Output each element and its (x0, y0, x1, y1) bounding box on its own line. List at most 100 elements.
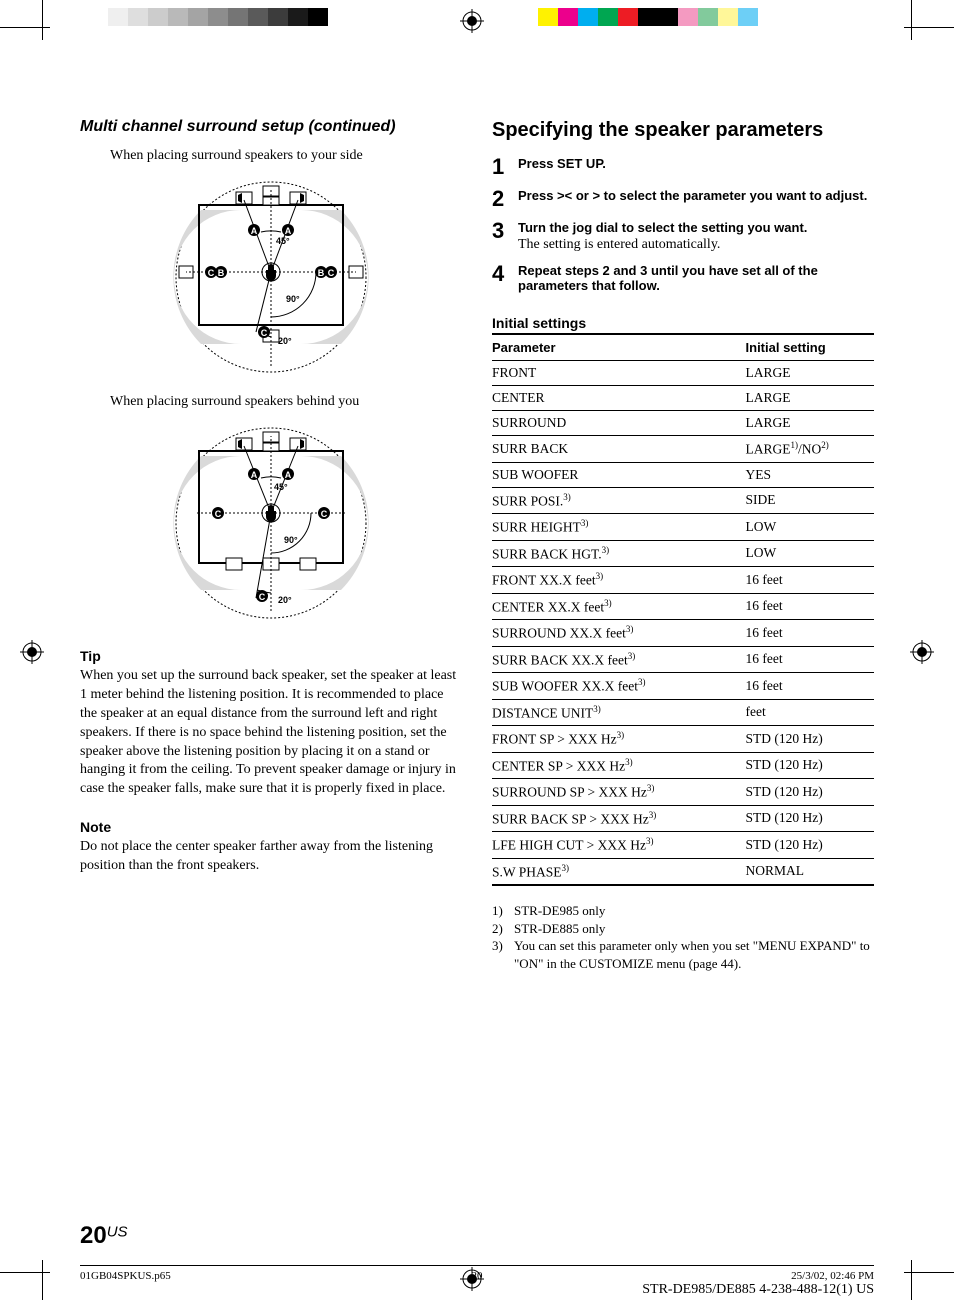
value-cell: NORMAL (746, 858, 874, 885)
step-item: 4Repeat steps 2 and 3 until you have set… (492, 263, 874, 293)
swatch (188, 8, 208, 26)
value-cell: 16 feet (746, 646, 874, 673)
tip-body: When you set up the surround back speake… (80, 667, 462, 799)
speaker-diagram-behind: A A C C C 45° 90° 20° (156, 418, 386, 628)
svg-text:A: A (251, 470, 258, 480)
value-cell: LARGE1)/NO2) (746, 436, 874, 463)
step-item: 2Press >< or > to select the parameter y… (492, 188, 874, 210)
swatch (268, 8, 288, 26)
parameter-cell: SURR POSI.3) (492, 487, 746, 514)
value-cell: 16 feet (746, 567, 874, 594)
registration-mark-icon (910, 640, 934, 664)
table-row: SURR POSI.3)SIDE (492, 487, 874, 514)
table-row: SUB WOOFER XX.X feet3)16 feet (492, 673, 874, 700)
svg-text:C: C (208, 268, 215, 278)
parameter-cell: SUB WOOFER (492, 462, 746, 487)
value-cell: STD (120 Hz) (746, 832, 874, 859)
table-row: SUB WOOFERYES (492, 462, 874, 487)
svg-text:C: C (259, 592, 266, 602)
table-row: SURR BACKLARGE1)/NO2) (492, 436, 874, 463)
table-row: LFE HIGH CUT > XXX Hz3)STD (120 Hz) (492, 832, 874, 859)
table-row: SURR BACK HGT.3)LOW (492, 540, 874, 567)
swatch (718, 8, 738, 26)
parameter-cell: CENTER SP > XXX Hz3) (492, 752, 746, 779)
table-header-initial: Initial setting (746, 334, 874, 361)
table-header-parameter: Parameter (492, 334, 746, 361)
footnote-index: 1) (492, 902, 510, 920)
svg-text:C: C (328, 268, 335, 278)
footnote-text: You can set this parameter only when you… (514, 937, 874, 972)
parameter-cell: FRONT SP > XXX Hz3) (492, 726, 746, 753)
table-row: CENTER XX.X feet3)16 feet (492, 593, 874, 620)
swatch (88, 8, 108, 26)
svg-text:C: C (321, 509, 328, 519)
parameter-cell: SURROUND (492, 411, 746, 436)
continued-heading: Multi channel surround setup (continued) (80, 118, 462, 136)
diagram1-caption: When placing surround speakers to your s… (110, 148, 462, 164)
swatch (538, 8, 558, 26)
swatch (698, 8, 718, 26)
table-row: SURROUND XX.X feet3)16 feet (492, 620, 874, 647)
note-body: Do not place the center speaker farther … (80, 838, 462, 876)
value-cell: LARGE (746, 386, 874, 411)
table-row: SURR HEIGHT3)LOW (492, 514, 874, 541)
parameter-cell: CENTER XX.X feet3) (492, 593, 746, 620)
value-cell: STD (120 Hz) (746, 779, 874, 806)
step-number: 1 (492, 156, 510, 178)
table-row: SURROUNDLARGE (492, 411, 874, 436)
step-number: 3 (492, 220, 510, 253)
swatch (658, 8, 678, 26)
registration-mark-icon (20, 640, 44, 664)
footnote-index: 3) (492, 937, 510, 972)
swatch (288, 8, 308, 26)
table-row: CENTER SP > XXX Hz3)STD (120 Hz) (492, 752, 874, 779)
initial-settings-heading: Initial settings (492, 315, 874, 331)
table-row: S.W PHASE3)NORMAL (492, 858, 874, 885)
svg-text:20°: 20° (278, 336, 292, 346)
table-row: FRONT SP > XXX Hz3)STD (120 Hz) (492, 726, 874, 753)
swatch (208, 8, 228, 26)
footer-filename: 01GB04SPKUS.p65 (80, 1270, 171, 1282)
tip-heading: Tip (80, 648, 462, 664)
value-cell: 16 feet (746, 620, 874, 647)
svg-text:B: B (318, 268, 325, 278)
swatch (598, 8, 618, 26)
value-cell: LARGE (746, 411, 874, 436)
svg-text:C: C (215, 509, 222, 519)
steps-list: 1 Press SET UP. 2Press >< or > to select t… (492, 156, 874, 293)
step-number: 4 (492, 263, 510, 293)
parameter-cell: SURROUND XX.X feet3) (492, 620, 746, 647)
svg-text:20°: 20° (278, 595, 292, 605)
model-line: STR-DE985/DE885 4-238-488-12(1) US (642, 1282, 874, 1298)
table-row: SURR BACK XX.X feet3)16 feet (492, 646, 874, 673)
parameter-cell: S.W PHASE3) (492, 858, 746, 885)
step-instruction: Turn the jog dial to select the setting … (518, 220, 874, 235)
table-row: CENTERLARGE (492, 386, 874, 411)
swatch (148, 8, 168, 26)
footnote: 2)STR-DE885 only (492, 920, 874, 938)
step-instruction: Press >< or > to select the parameter yo… (518, 188, 874, 203)
registration-mark-icon (460, 9, 484, 33)
speaker-diagram-side: A A C C B B C 45° 90° 20° (156, 172, 386, 382)
value-cell: feet (746, 699, 874, 726)
swatch (558, 8, 578, 26)
main-heading: Specifying the speaker parameters (492, 118, 874, 142)
step-instruction: Press SET UP. (518, 156, 874, 171)
footnotes: 1)STR-DE985 only2)STR-DE885 only3)You ca… (492, 902, 874, 972)
footnote-text: STR-DE985 only (514, 902, 605, 920)
swatch (228, 8, 248, 26)
left-column: Multi channel surround setup (continued)… (80, 100, 462, 1220)
value-cell: SIDE (746, 487, 874, 514)
parameter-cell: CENTER (492, 386, 746, 411)
page-number: 20US (80, 1222, 128, 1250)
value-cell: STD (120 Hz) (746, 805, 874, 832)
step-note: The setting is entered automatically. (518, 237, 874, 253)
grayscale-bar (88, 8, 348, 26)
crop-mark (42, 0, 43, 40)
footnote-index: 2) (492, 920, 510, 938)
swatch (618, 8, 638, 26)
swatch (578, 8, 598, 26)
value-cell: 16 feet (746, 673, 874, 700)
parameter-cell: SURR HEIGHT3) (492, 514, 746, 541)
svg-text:45°: 45° (276, 236, 290, 246)
